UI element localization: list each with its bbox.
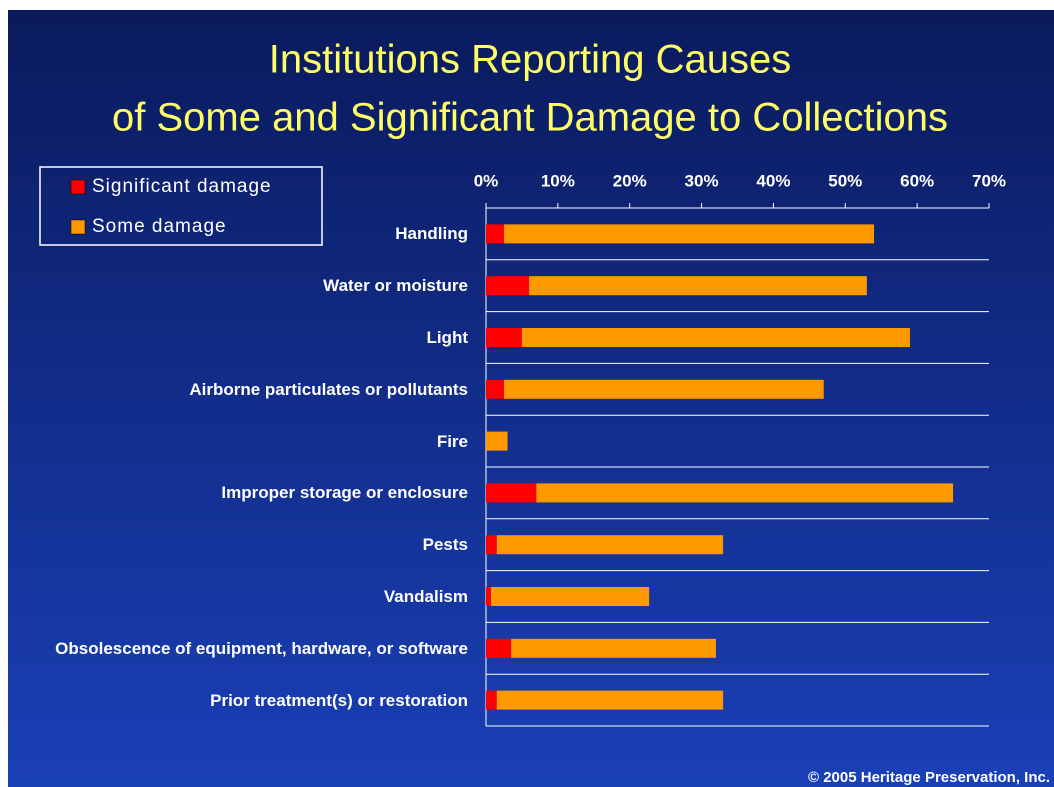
bar-segment bbox=[486, 224, 504, 244]
y-tick-label: Fire bbox=[436, 431, 468, 451]
bar-segment bbox=[503, 379, 824, 399]
y-tick-label: Prior treatment(s) or restoration bbox=[210, 690, 468, 710]
bar-segment bbox=[496, 535, 724, 555]
bar-segment bbox=[491, 587, 650, 606]
bar-segment bbox=[486, 431, 508, 451]
x-tick-label: 30% bbox=[685, 171, 719, 190]
x-tick-label: 20% bbox=[613, 171, 647, 190]
legend-swatch bbox=[70, 179, 86, 195]
chart-title: Institutions Reporting Causes bbox=[269, 38, 792, 82]
x-tick-label: 60% bbox=[900, 171, 934, 190]
bar-segment bbox=[536, 483, 954, 503]
y-tick-label: Light bbox=[426, 328, 468, 347]
x-tick-label: 40% bbox=[756, 171, 790, 190]
bar-segment bbox=[521, 328, 910, 347]
bar-segment bbox=[496, 690, 724, 710]
bar-segment bbox=[486, 483, 537, 503]
bar-segment bbox=[486, 587, 492, 606]
bar-segment bbox=[529, 276, 867, 296]
bar-segment bbox=[486, 328, 522, 347]
bar-segment bbox=[486, 276, 530, 296]
x-tick-label: 10% bbox=[541, 171, 575, 190]
y-tick-label: Obsolescence of equipment, hardware, or … bbox=[55, 638, 468, 658]
y-tick-label: Airborne particulates or pollutants bbox=[189, 379, 468, 399]
bar-segment bbox=[486, 379, 504, 399]
bar-segment bbox=[486, 638, 512, 658]
bar-segment bbox=[503, 224, 875, 244]
footer: © 2005 Heritage Preservation, Inc. bbox=[808, 769, 1050, 786]
y-tick-label: Pests bbox=[422, 535, 468, 555]
bar-segment bbox=[486, 535, 497, 555]
x-tick-label: 70% bbox=[972, 171, 1006, 190]
x-tick-label: 50% bbox=[828, 171, 862, 190]
x-tick-label: 0% bbox=[474, 171, 499, 190]
y-tick-label: Handling bbox=[395, 224, 468, 244]
legend-swatch bbox=[70, 219, 86, 235]
bar-segment bbox=[486, 690, 497, 710]
legend-label: Some damage bbox=[92, 216, 227, 237]
y-tick-label: Improper storage or enclosure bbox=[221, 483, 468, 503]
y-tick-label: Water or moisture bbox=[323, 276, 468, 296]
chart-title: of Some and Significant Damage to Collec… bbox=[112, 96, 948, 140]
legend-box bbox=[39, 166, 323, 246]
bar-segment bbox=[511, 638, 716, 658]
legend-label: Significant damage bbox=[92, 176, 272, 197]
y-tick-label: Vandalism bbox=[383, 587, 468, 606]
